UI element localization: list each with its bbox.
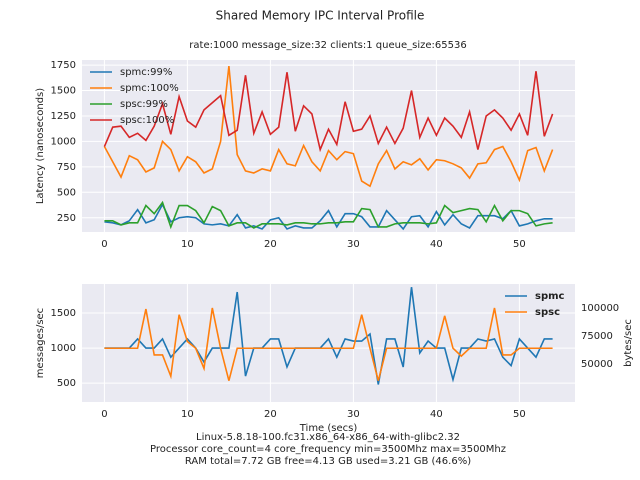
x-tick-label: 40 xyxy=(430,239,443,250)
y-tick-label: 1000 xyxy=(51,136,76,147)
x-tick-label: 0 xyxy=(101,409,107,420)
y-tick-label: 1000 xyxy=(51,343,76,354)
x-tick-label: 10 xyxy=(181,239,194,250)
series-line xyxy=(104,202,553,231)
figure-title: Shared Memory IPC Interval Profile xyxy=(216,9,425,23)
x-tick-label: 30 xyxy=(347,409,360,420)
x-tick-label: 20 xyxy=(264,409,277,420)
series-line xyxy=(104,200,553,230)
y-tick-label: 500 xyxy=(57,187,76,198)
plot-area xyxy=(82,60,575,232)
series-line xyxy=(103,71,554,153)
subtitle: rate:1000 message_size:32 clients:1 queu… xyxy=(189,40,466,51)
y-tick-label: 1500 xyxy=(51,308,76,319)
legend-label: spsc xyxy=(535,307,560,318)
y2-tick-label: 75000 xyxy=(581,331,613,342)
y2-tick-label: 50000 xyxy=(581,359,613,370)
x-tick-label: 50 xyxy=(513,409,526,420)
y2-axis-label: bytes/sec xyxy=(623,319,634,367)
x-tick-label: 30 xyxy=(347,239,360,250)
series-line xyxy=(104,307,553,381)
y-tick-label: 1500 xyxy=(51,86,76,97)
y2-tick-label: 100000 xyxy=(581,303,619,314)
x-tick-label: 20 xyxy=(264,239,277,250)
series-line xyxy=(103,66,554,188)
legend-label: spmc:100% xyxy=(120,83,179,94)
x-tick-label: 50 xyxy=(513,239,526,250)
x-axis-label: Time (secs) xyxy=(299,423,358,434)
y-axis-label: Latency (nanoseconds) xyxy=(35,88,46,204)
y-tick-label: 500 xyxy=(57,378,76,389)
y-tick-label: 750 xyxy=(57,162,76,173)
legend-label: spsc:100% xyxy=(120,115,174,126)
footer-line: Linux-5.8.18-100.fc31.x86_64-x86_64-with… xyxy=(196,432,460,443)
legend-label: spmc xyxy=(535,291,565,302)
legend-label: spsc:99% xyxy=(120,99,168,110)
y-tick-label: 250 xyxy=(57,213,76,224)
legend-label: spmc:99% xyxy=(120,67,172,78)
x-tick-label: 40 xyxy=(430,409,443,420)
series-line xyxy=(104,287,553,385)
x-tick-label: 0 xyxy=(101,239,107,250)
footer-line: Processor core_count=4 core_frequency mi… xyxy=(150,444,506,455)
x-tick-label: 10 xyxy=(181,409,194,420)
y-tick-label: 1750 xyxy=(51,60,76,71)
y-tick-label: 1250 xyxy=(51,111,76,122)
footer-line: RAM total=7.72 GB free=4.13 GB used=3.21… xyxy=(185,456,471,467)
y-axis-label: messages/sec xyxy=(35,308,46,378)
